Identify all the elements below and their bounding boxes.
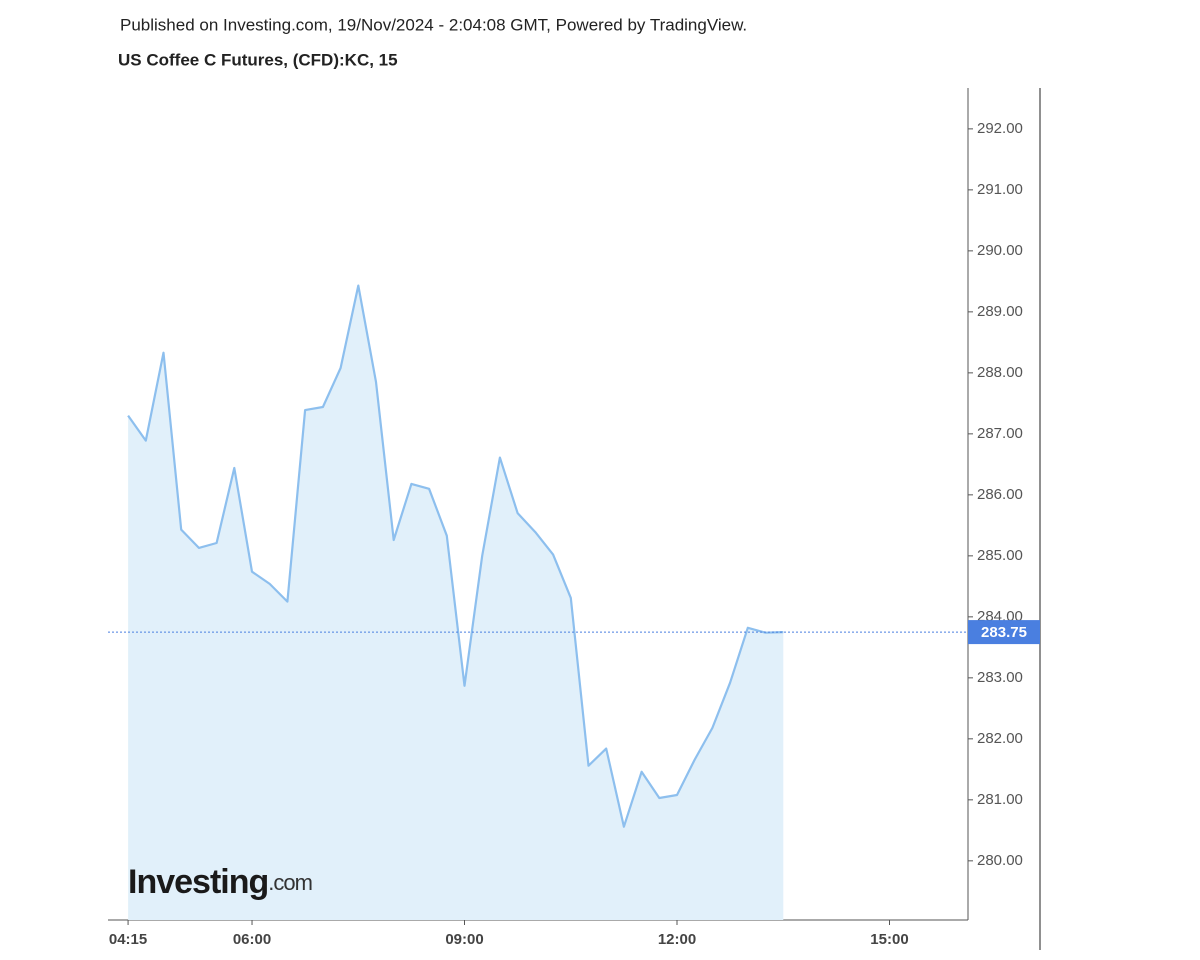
y-tick-label: 282.00 xyxy=(977,730,1023,747)
y-tick-label: 289.00 xyxy=(977,303,1023,320)
y-tick-label: 281.00 xyxy=(977,791,1023,808)
area-fill xyxy=(128,285,784,921)
last-price-label: 283.75 xyxy=(981,624,1027,641)
header: Published on Investing.com, 19/Nov/2024 … xyxy=(120,15,747,34)
x-tick-label: 09:00 xyxy=(445,931,483,948)
watermark-suffix: .com xyxy=(268,870,312,895)
y-tick-label: 290.00 xyxy=(977,242,1023,259)
x-tick-label: 12:00 xyxy=(658,931,696,948)
y-tick-label: 280.00 xyxy=(977,852,1023,869)
y-tick-label: 292.00 xyxy=(977,120,1023,137)
y-tick-label: 286.00 xyxy=(977,486,1023,503)
y-tick-label: 283.00 xyxy=(977,669,1023,686)
last-price-box xyxy=(968,620,1040,645)
x-tick-label: 06:00 xyxy=(233,931,271,948)
x-tick-label: 15:00 xyxy=(870,931,908,948)
y-tick-label: 291.00 xyxy=(977,181,1023,198)
price-line xyxy=(127,284,784,828)
watermark-brand: Investing xyxy=(128,863,268,901)
y-tick-label: 285.00 xyxy=(977,547,1023,564)
watermark: Investing.com xyxy=(128,863,312,901)
y-tick-label: 287.00 xyxy=(977,425,1023,442)
x-tick-label: 04:15 xyxy=(109,931,147,948)
y-tick-label: 288.00 xyxy=(977,364,1023,381)
chart-title: US Coffee C Futures, (CFD):KC, 15 xyxy=(118,50,398,69)
